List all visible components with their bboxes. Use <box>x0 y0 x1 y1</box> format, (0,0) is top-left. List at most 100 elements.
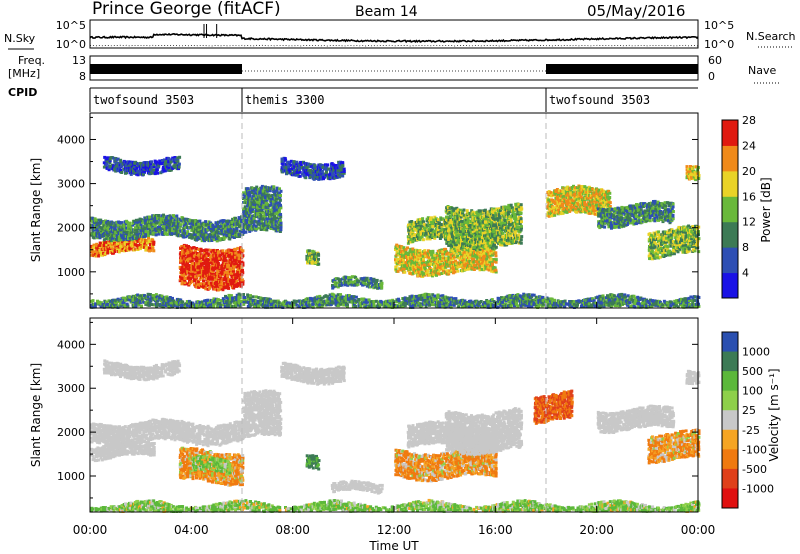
echo-cell <box>428 259 432 263</box>
echo-cell <box>424 254 428 258</box>
echo-cell <box>205 251 209 255</box>
echo-cell <box>454 249 458 252</box>
echo-cell <box>500 240 504 244</box>
echo-cell <box>204 235 208 239</box>
echo-cell <box>491 244 495 248</box>
echo-cell <box>236 269 240 273</box>
echo-cell <box>244 230 248 234</box>
echo-cell <box>147 236 150 240</box>
echo-cell <box>234 276 238 280</box>
echo-cell <box>379 279 383 283</box>
echo-cell <box>182 235 186 239</box>
echo-cell <box>464 254 468 258</box>
echo-cell <box>241 232 245 236</box>
echo-cell <box>190 228 194 232</box>
echo-cell <box>436 266 440 270</box>
echo-cell <box>255 213 259 217</box>
nsearch-tick-bottom: 10^0 <box>704 38 734 51</box>
echo-cell <box>342 169 346 173</box>
echo-cell <box>465 220 469 224</box>
echo-cell <box>338 280 342 284</box>
echo-cell <box>479 230 483 234</box>
echo-cell <box>456 216 460 220</box>
echo-cell <box>271 219 274 223</box>
echo-cell <box>438 254 442 258</box>
freq-panel: Freq. [MHz] 13 8 60 0 Nave <box>8 54 780 84</box>
echo-cell <box>255 227 259 231</box>
echo-cell <box>462 242 465 246</box>
echo-cell <box>256 211 260 215</box>
echo-cell <box>123 241 127 245</box>
echo-cell <box>238 256 242 260</box>
echo-cell <box>404 248 408 252</box>
echo-cell <box>261 222 265 226</box>
echo-cell <box>453 207 457 211</box>
echo-cell <box>154 221 158 225</box>
echo-cell <box>433 218 437 222</box>
echo-cell <box>205 233 209 237</box>
echo-cell <box>338 172 342 176</box>
echo-cell <box>223 277 227 281</box>
echo-cell <box>292 164 296 168</box>
echo-cell <box>215 223 219 227</box>
echo-cell <box>420 236 424 240</box>
echo-cell <box>156 161 160 165</box>
echo-cell <box>183 278 187 282</box>
echo-cell <box>251 210 255 213</box>
echo-cell <box>488 222 492 226</box>
echo-cell <box>451 261 455 264</box>
echo-cell <box>121 227 125 230</box>
echo-cell <box>137 237 141 241</box>
echo-cell <box>204 256 208 260</box>
echo-cell <box>128 246 132 250</box>
echo-cell <box>238 259 241 263</box>
nsky-frame <box>89 19 699 49</box>
echo-cell <box>199 256 203 260</box>
echo-cell <box>380 281 384 285</box>
echo-cell <box>365 278 369 282</box>
echo-cell <box>430 228 434 232</box>
echo-cell <box>210 281 213 285</box>
echo-cell <box>203 269 207 273</box>
echo-cell <box>124 160 128 164</box>
cpid-strip: CPID twofsound 3503 themis 3300 twofsound … <box>8 86 698 112</box>
echo-cell <box>469 223 473 227</box>
echo-cell <box>207 220 211 224</box>
echo-cell <box>460 269 464 273</box>
echo-cell <box>289 159 293 163</box>
echo-cell <box>164 161 167 164</box>
echo-cell <box>343 278 347 282</box>
echo-cell <box>434 221 438 225</box>
echo-cell <box>375 278 379 282</box>
echo-cell <box>178 225 182 229</box>
echo-cell <box>135 225 139 229</box>
echo-cell <box>367 278 371 282</box>
echo-cell <box>252 196 256 200</box>
echo-cell <box>246 208 250 212</box>
echo-cell <box>468 243 472 247</box>
echo-cell <box>251 186 255 190</box>
echo-cell <box>98 252 102 256</box>
echo-cell <box>203 282 207 286</box>
echo-cell <box>106 250 110 254</box>
echo-cell <box>492 222 496 226</box>
echo-cell <box>492 249 496 253</box>
echo-cell <box>186 234 189 238</box>
echo-cell <box>226 263 230 267</box>
echo-cell <box>119 158 123 162</box>
echo-cell <box>438 237 442 240</box>
echo-cell <box>268 189 272 193</box>
nave-label: Nave <box>748 64 776 77</box>
echo-cell <box>475 210 479 214</box>
echo-cell <box>425 223 429 227</box>
echo-cell <box>92 251 96 254</box>
echo-cell <box>482 254 486 258</box>
echo-cell <box>244 201 248 205</box>
echo-cell <box>250 216 254 220</box>
echo-cell <box>259 191 263 195</box>
echo-cell <box>176 160 180 164</box>
echo-cell <box>375 280 378 284</box>
echo-cell <box>496 228 500 232</box>
echo-cell <box>472 257 476 261</box>
echo-cell <box>463 247 467 251</box>
